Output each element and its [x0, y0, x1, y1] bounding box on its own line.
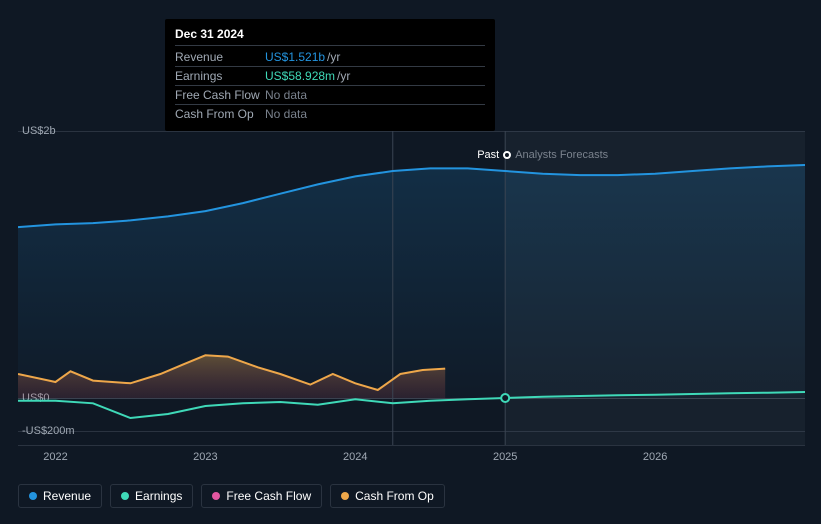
x-tick-label: 2026: [643, 451, 667, 463]
tooltip-label: Free Cash Flow: [175, 88, 265, 102]
legend-item-earnings[interactable]: Earnings: [110, 484, 193, 508]
tooltip-unit: /yr: [327, 50, 340, 64]
tooltip-row-cfo: Cash From Op No data: [175, 105, 485, 123]
tooltip-label: Revenue: [175, 50, 265, 64]
x-axis-line: [18, 445, 805, 446]
tooltip-row-earnings: Earnings US$58.928m /yr: [175, 67, 485, 86]
legend-dot-icon: [121, 492, 129, 500]
legend-label: Cash From Op: [355, 489, 434, 503]
tooltip-value: US$1.521b: [265, 50, 325, 64]
tooltip-value: No data: [265, 107, 307, 121]
tooltip-row-revenue: Revenue US$1.521b /yr: [175, 48, 485, 67]
x-tick-label: 2024: [343, 451, 367, 463]
tooltip-label: Earnings: [175, 69, 265, 83]
forecast-label: Analysts Forecasts: [515, 149, 608, 161]
x-tick-label: 2025: [493, 451, 517, 463]
divider-dot-icon: [503, 151, 511, 159]
past-forecast-divider: Past Analysts Forecasts: [477, 149, 608, 161]
legend-item-free-cash-flow[interactable]: Free Cash Flow: [201, 484, 322, 508]
earnings-revenue-chart: US$2b US$0 -US$200m 2022 2023 2024 2025 …: [0, 0, 821, 524]
tooltip-value: US$58.928m: [265, 69, 335, 83]
tooltip-label: Cash From Op: [175, 107, 265, 121]
legend-label: Earnings: [135, 489, 182, 503]
legend-label: Revenue: [43, 489, 91, 503]
tooltip-unit: /yr: [337, 69, 350, 83]
tooltip-value: No data: [265, 88, 307, 102]
tooltip-date: Dec 31 2024: [175, 27, 485, 46]
x-tick-label: 2023: [193, 451, 217, 463]
legend-item-cash-from-op[interactable]: Cash From Op: [330, 484, 445, 508]
legend-item-revenue[interactable]: Revenue: [18, 484, 102, 508]
past-label: Past: [477, 149, 499, 161]
legend-dot-icon: [29, 492, 37, 500]
chart-tooltip: Dec 31 2024 Revenue US$1.521b /yr Earnin…: [165, 19, 495, 131]
legend-dot-icon: [212, 492, 220, 500]
tooltip-row-fcf: Free Cash Flow No data: [175, 86, 485, 105]
x-tick-label: 2022: [43, 451, 67, 463]
legend-label: Free Cash Flow: [226, 489, 311, 503]
legend-dot-icon: [341, 492, 349, 500]
legend: Revenue Earnings Free Cash Flow Cash Fro…: [18, 484, 445, 508]
